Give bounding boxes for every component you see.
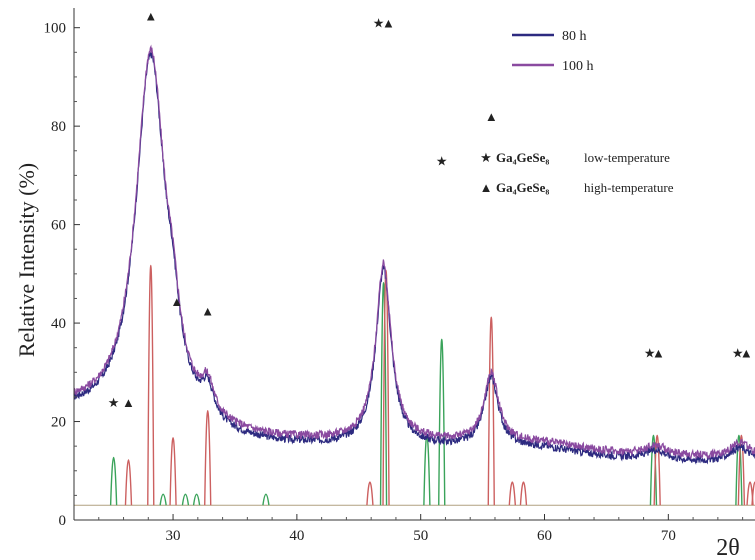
y-axis-label: Relative Intensity (%): [14, 163, 39, 357]
x-tick-label: 70: [661, 528, 676, 544]
reference-line-high: [519, 481, 528, 506]
triangle-marker: ▲: [144, 8, 157, 23]
reference-line-high: [169, 437, 177, 506]
reference-line-low: [649, 434, 658, 506]
reference-line-high: [382, 269, 390, 506]
series-layer: [73, 44, 755, 465]
x-tick-label: 40: [289, 528, 304, 544]
phase-legend-formula: Ga₄GeSe₈: [496, 180, 549, 195]
triangle-marker: ▲: [740, 346, 753, 361]
reference-line-low: [735, 434, 743, 506]
triangle-marker: ▲: [170, 294, 183, 309]
reference-line-low: [438, 338, 446, 506]
axes: 0 20 40 60 80 100 30 40 50 60 70: [44, 8, 755, 544]
x-axis-label: 2θ: [716, 535, 740, 560]
y-tick-label: 40: [51, 316, 66, 332]
y-tick-label: 20: [51, 415, 66, 431]
reference-line-low: [423, 434, 431, 506]
y-tick-label: 80: [51, 119, 66, 135]
triangle-marker: ▲: [485, 109, 498, 124]
series-line-1: [73, 44, 755, 460]
y-tick-label: 0: [59, 513, 67, 529]
x-tick-label: 30: [166, 528, 181, 544]
star-marker: ★: [644, 346, 656, 361]
reference-line-high: [204, 409, 212, 506]
phase-legend-symbol: ★: [480, 150, 492, 165]
phase-legend-description: high-temperature: [584, 180, 674, 195]
reference-line-high: [653, 434, 661, 506]
triangle-marker: ▲: [652, 346, 665, 361]
star-marker: ★: [108, 395, 120, 410]
triangle-marker: ▲: [122, 395, 135, 410]
reference-line-high: [366, 481, 374, 506]
y-tick-label: 100: [44, 21, 67, 37]
series-line-0: [73, 51, 755, 465]
reference-line-high: [487, 316, 495, 506]
x-tick-label: 50: [413, 528, 428, 544]
star-marker: ★: [436, 154, 448, 169]
triangle-marker: ▲: [201, 304, 214, 319]
reference-line-low: [192, 493, 201, 506]
reference-line-high: [124, 459, 133, 506]
y-tick-label: 60: [51, 218, 66, 234]
phase-legend-symbol: ▲: [480, 180, 493, 195]
legend-label: 100 h: [562, 59, 594, 74]
reference-line-high: [751, 481, 755, 506]
reference-line-low: [262, 493, 270, 506]
peak-markers: ★ ▲▲▲▲★▲★▲★▲ ★▲: [108, 8, 753, 409]
reference-line-low: [109, 456, 118, 506]
legend-label: 80 h: [562, 29, 587, 44]
reference-lines: [74, 264, 755, 506]
reference-line-low: [159, 493, 167, 506]
x-tick-label: 60: [537, 528, 552, 544]
star-marker: ★: [732, 346, 744, 361]
star-marker: ★: [373, 16, 385, 31]
reference-line-high: [737, 434, 746, 506]
reference-line-low: [181, 493, 190, 506]
triangle-marker: ▲: [382, 16, 395, 31]
phase-legend-description: low-temperature: [584, 150, 670, 165]
reference-line-high: [147, 264, 155, 506]
phase-legend-formula: Ga₄GeSe₈: [496, 150, 549, 165]
reference-line-high: [508, 481, 517, 506]
reference-line-low: [379, 282, 388, 506]
